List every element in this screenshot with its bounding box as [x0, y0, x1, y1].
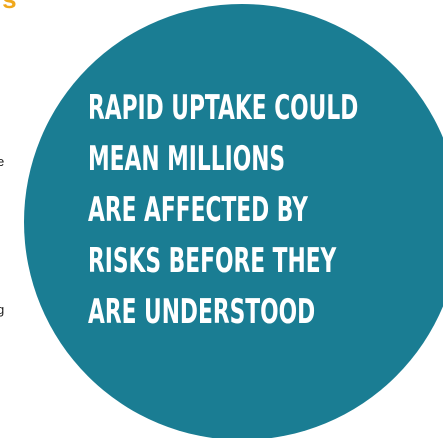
pull-quote-line: RISKS BEFORE THEY: [88, 241, 337, 281]
cropped-heading-fragment: rs: [0, 0, 17, 12]
cropped-body-text-fragment: g: [0, 302, 5, 317]
pull-quote-line: ARE AFFECTED BY: [88, 190, 308, 230]
pull-quote-line: RAPID UPTAKE COULD: [88, 88, 359, 128]
cropped-body-text-fragment: e: [0, 154, 5, 169]
pull-quote-line: MEAN MILLIONS: [88, 139, 286, 179]
pull-quote-line: ARE UNDERSTOOD: [88, 292, 316, 332]
pull-quote-circle: [24, 4, 443, 438]
pull-quote: RAPID UPTAKE COULD MEAN MILLIONS ARE AFF…: [88, 84, 368, 339]
cropped-body-text-fragment: ,: [0, 425, 1, 438]
